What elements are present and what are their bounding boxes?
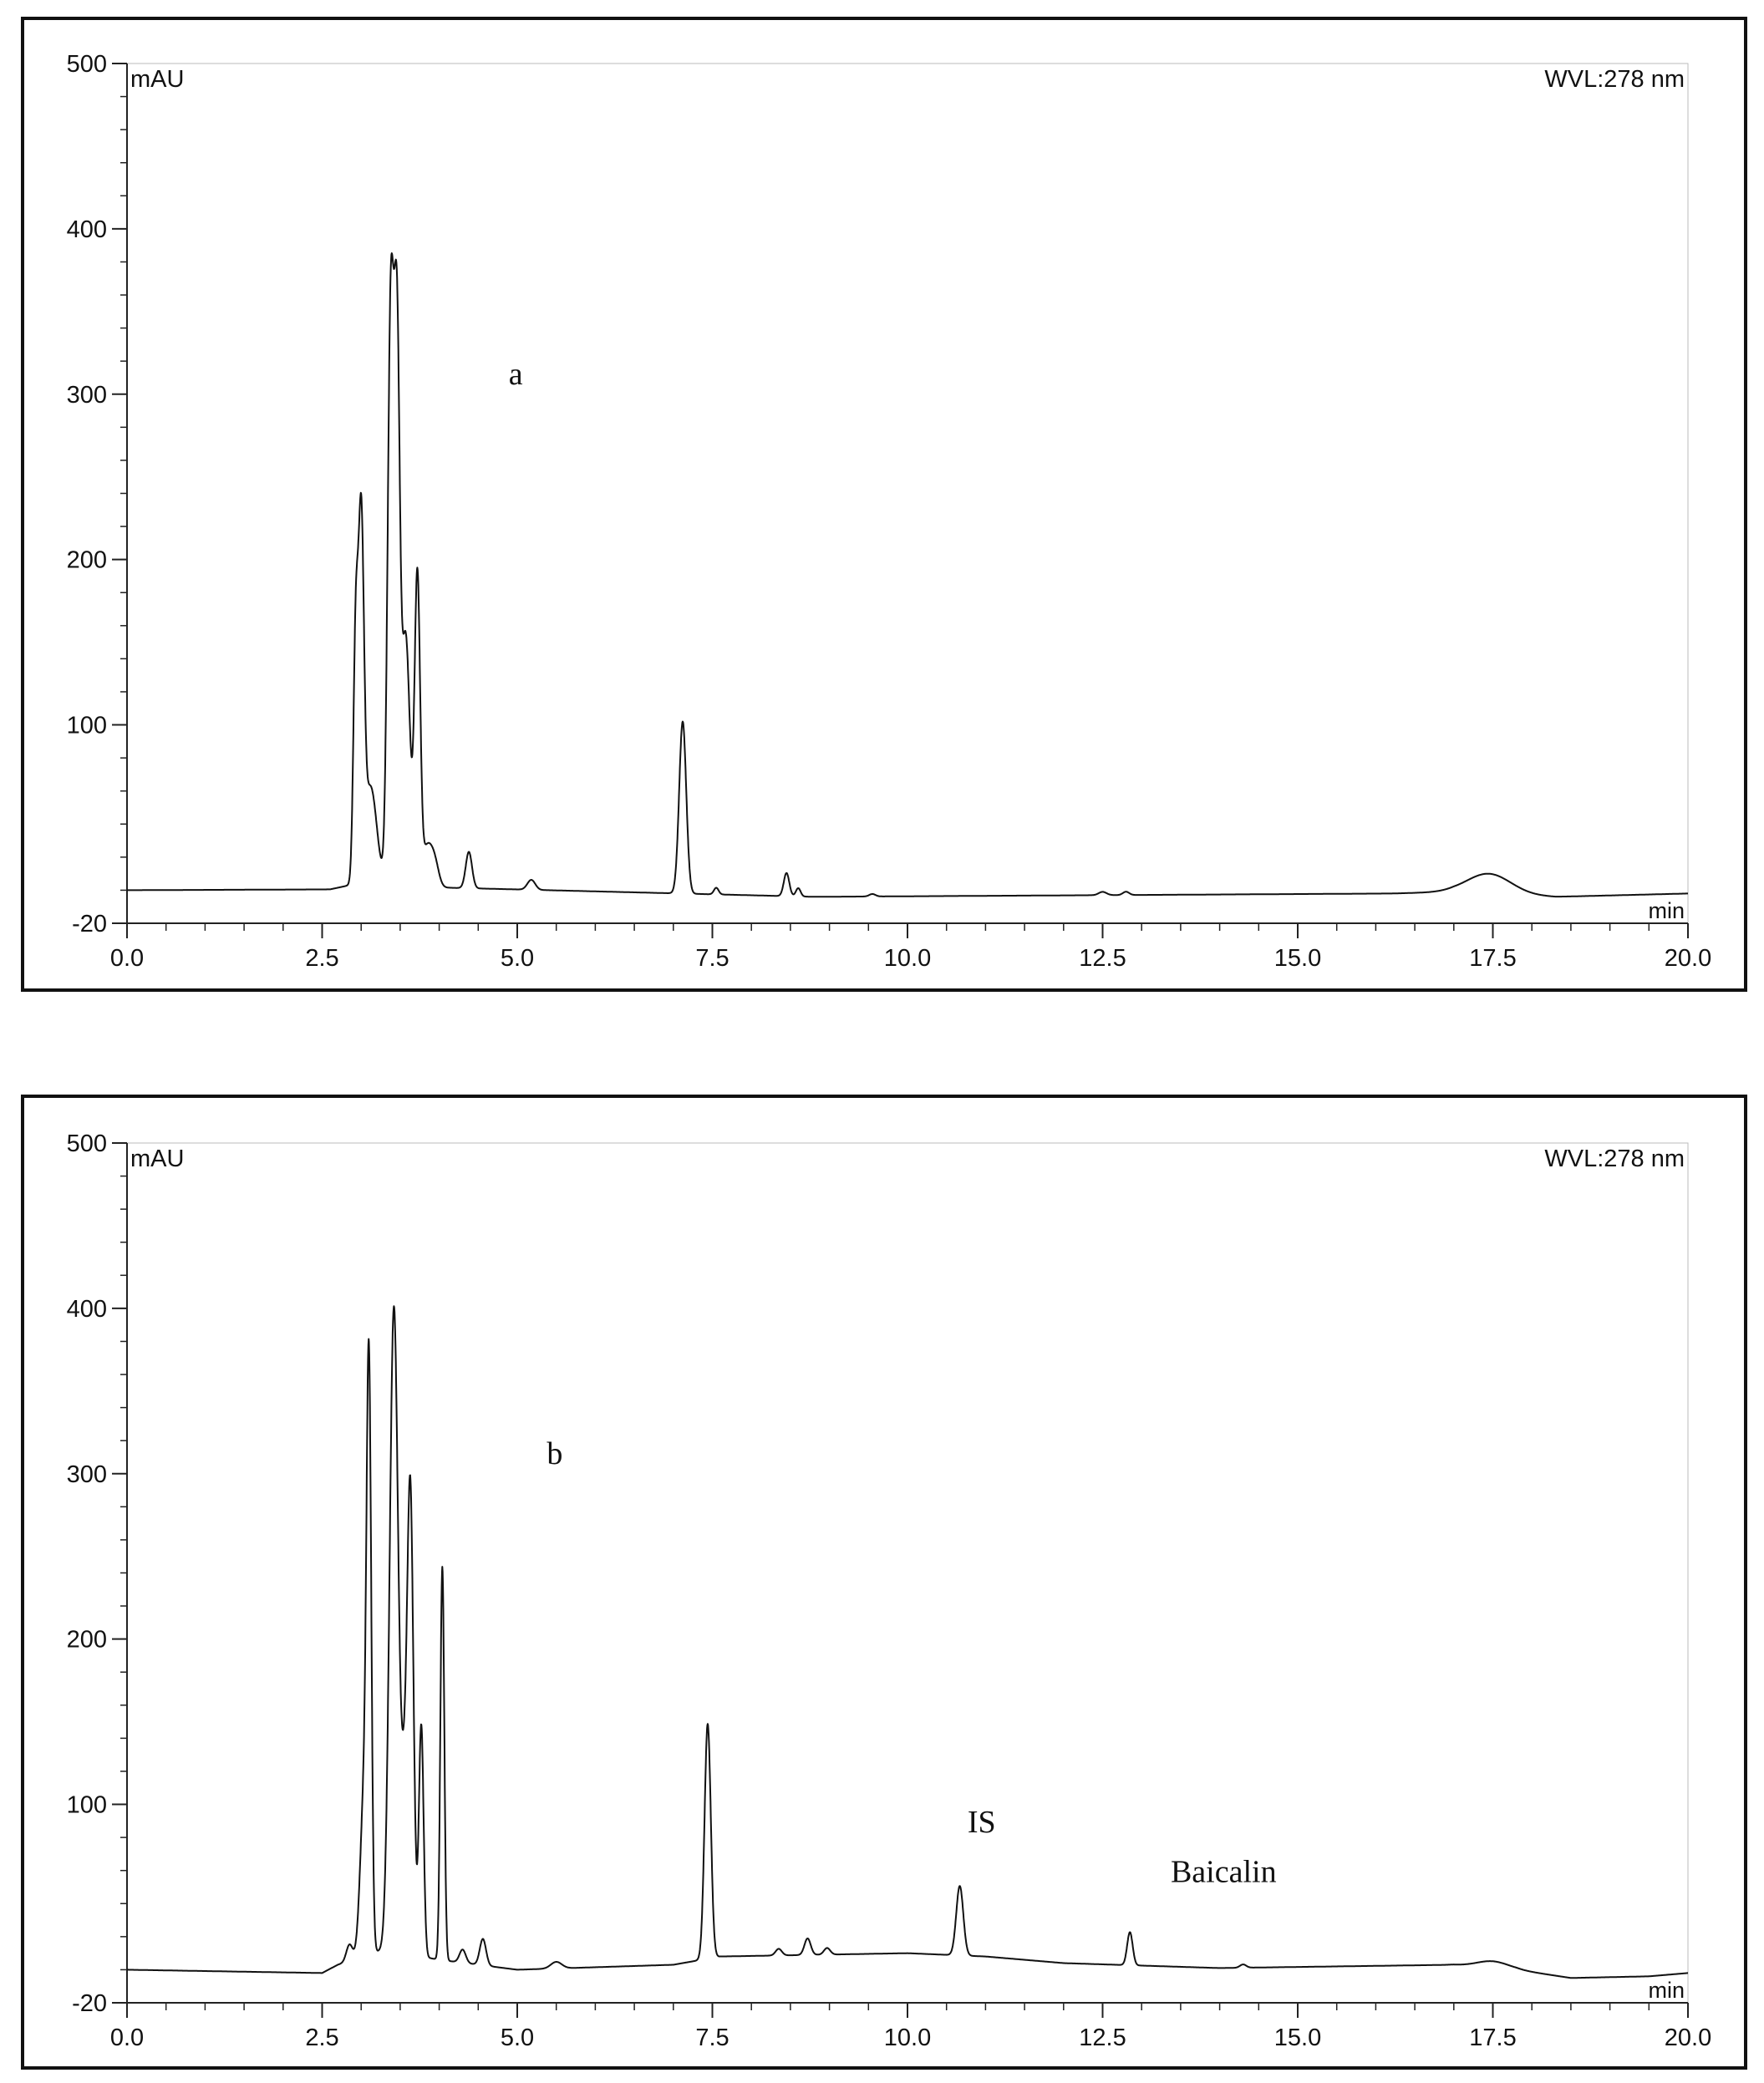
peak-annotation: b [546,1436,562,1471]
y-tick-label: -20 [72,1990,107,2017]
x-tick-label: 0.0 [110,2025,144,2051]
peak-annotation: Baicalin [1171,1855,1277,1890]
panel-frame [21,1095,1747,2070]
wavelength-label: WVL:278 nm [1544,66,1685,93]
x-tick-label: 17.5 [1469,945,1516,972]
panel-frame [21,17,1747,992]
chromatogram-panel-b: -20 100 200 300 400 500 0.0 2.5 5.0 7.5 10.0 12.5 15… [21,1095,1747,2070]
x-axis-unit-label: min [1648,1978,1685,2003]
chromatogram-trace [126,252,1689,898]
x-tick-label: 10.0 [884,2025,931,2051]
x-tick-label: 12.5 [1079,945,1126,972]
x-tick-label: 5.0 [501,945,534,972]
wavelength-label: WVL:278 nm [1544,1146,1685,1172]
y-tick-label: 500 [67,1130,107,1157]
chromatogram-trace [126,1305,1689,1979]
y-tick-label: 500 [67,51,107,78]
x-tick-label: 10.0 [884,945,931,972]
y-axis-unit-label: mAU [130,66,184,93]
plot-area-border [126,1142,1689,2004]
x-tick-label: 15.0 [1274,945,1321,972]
x-tick-label: 0.0 [110,945,144,972]
y-tick-label: 300 [67,1461,107,1488]
x-tick-label: 5.0 [501,2025,534,2051]
y-tick-label: 100 [67,1792,107,1819]
x-tick-label: 20.0 [1665,945,1711,972]
x-tick-label: 12.5 [1079,2025,1126,2051]
y-axis-unit-label: mAU [130,1146,184,1172]
chromatogram-panel-a: -20 100 200 300 400 500 0.0 2.5 5.0 7.5 10.0 12.5 15… [21,17,1747,992]
x-tick-label: 15.0 [1274,2025,1321,2051]
y-tick-label: -20 [72,911,107,937]
peak-annotation: a [509,357,523,392]
x-axis-unit-label: min [1648,898,1685,923]
y-tick-label: 300 [67,382,107,409]
y-tick-label: 400 [67,1296,107,1323]
x-tick-label: 20.0 [1665,2025,1711,2051]
x-tick-label: 7.5 [695,2025,729,2051]
y-tick-label: 200 [67,547,107,574]
y-tick-label: 400 [67,216,107,243]
x-tick-label: 17.5 [1469,2025,1516,2051]
x-tick-label: 2.5 [305,2025,338,2051]
peak-annotation: IS [968,1805,996,1840]
x-tick-label: 2.5 [305,945,338,972]
y-tick-label: 200 [67,1627,107,1654]
x-tick-label: 7.5 [695,945,729,972]
y-tick-label: 100 [67,713,107,739]
